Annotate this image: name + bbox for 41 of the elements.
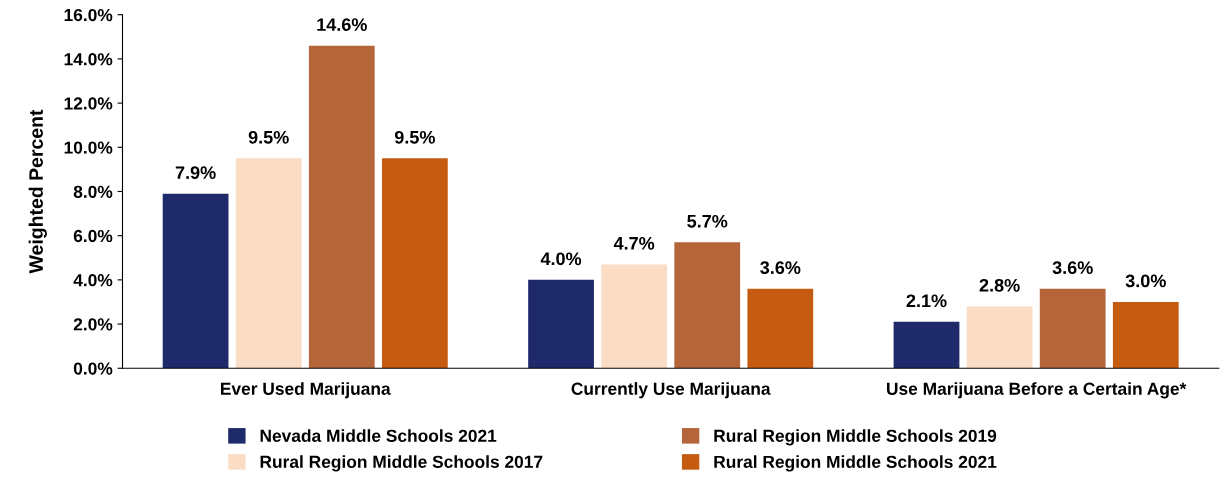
y-tick-label: 0.0% bbox=[73, 362, 113, 375]
y-tick-label: 4.0% bbox=[73, 274, 113, 287]
data-label: 9.5% bbox=[394, 130, 435, 144]
bar bbox=[308, 45, 375, 369]
x-tick-label: Currently Use Marijuana bbox=[571, 382, 771, 399]
data-label: 2.1% bbox=[906, 294, 947, 308]
bar bbox=[528, 279, 594, 369]
legend-label: Nevada Middle Schools 2021 bbox=[260, 429, 497, 442]
data-label: 9.5% bbox=[248, 130, 289, 144]
bar bbox=[162, 193, 229, 369]
bar bbox=[381, 158, 448, 369]
y-tick-label: 6.0% bbox=[73, 229, 113, 243]
data-label: 2.8% bbox=[979, 278, 1020, 292]
x-tick-label: Use Marijuana Before a Certain Age* bbox=[887, 382, 1187, 399]
y-tick-label: 16.0% bbox=[64, 8, 113, 22]
bar bbox=[1039, 288, 1106, 369]
y-tick-label: 12.0% bbox=[64, 97, 113, 110]
data-label: 7.9% bbox=[175, 166, 216, 180]
y-tick-label: 14.0% bbox=[64, 53, 113, 66]
legend-label: Rural Region Middle Schools 2021 bbox=[714, 455, 997, 472]
bar bbox=[601, 264, 668, 369]
y-tick-label: 2.0% bbox=[73, 318, 113, 331]
legend-label: Rural Region Middle Schools 2017 bbox=[260, 455, 543, 472]
y-tick-label: 10.0% bbox=[64, 141, 113, 154]
bar bbox=[893, 321, 960, 369]
data-label: 4.0% bbox=[540, 252, 582, 266]
legend-label: Rural Region Middle Schools 2019 bbox=[714, 429, 997, 446]
data-label: 14.6% bbox=[317, 18, 367, 31]
bar bbox=[1112, 301, 1179, 369]
bar bbox=[235, 158, 302, 369]
data-label: 3.6% bbox=[1052, 261, 1093, 275]
y-tick-label: 8.0% bbox=[73, 185, 113, 198]
data-label: 5.7% bbox=[687, 214, 728, 228]
x-tick-label: Ever Used Marijuana bbox=[221, 382, 391, 399]
y-axis-title: Weighted Percent bbox=[28, 109, 47, 274]
data-label: 4.7% bbox=[613, 236, 655, 250]
data-label: 3.0% bbox=[1125, 274, 1166, 288]
bar bbox=[966, 306, 1033, 369]
bar bbox=[747, 288, 814, 369]
data-label: 3.6% bbox=[760, 261, 801, 275]
bar bbox=[674, 242, 741, 369]
